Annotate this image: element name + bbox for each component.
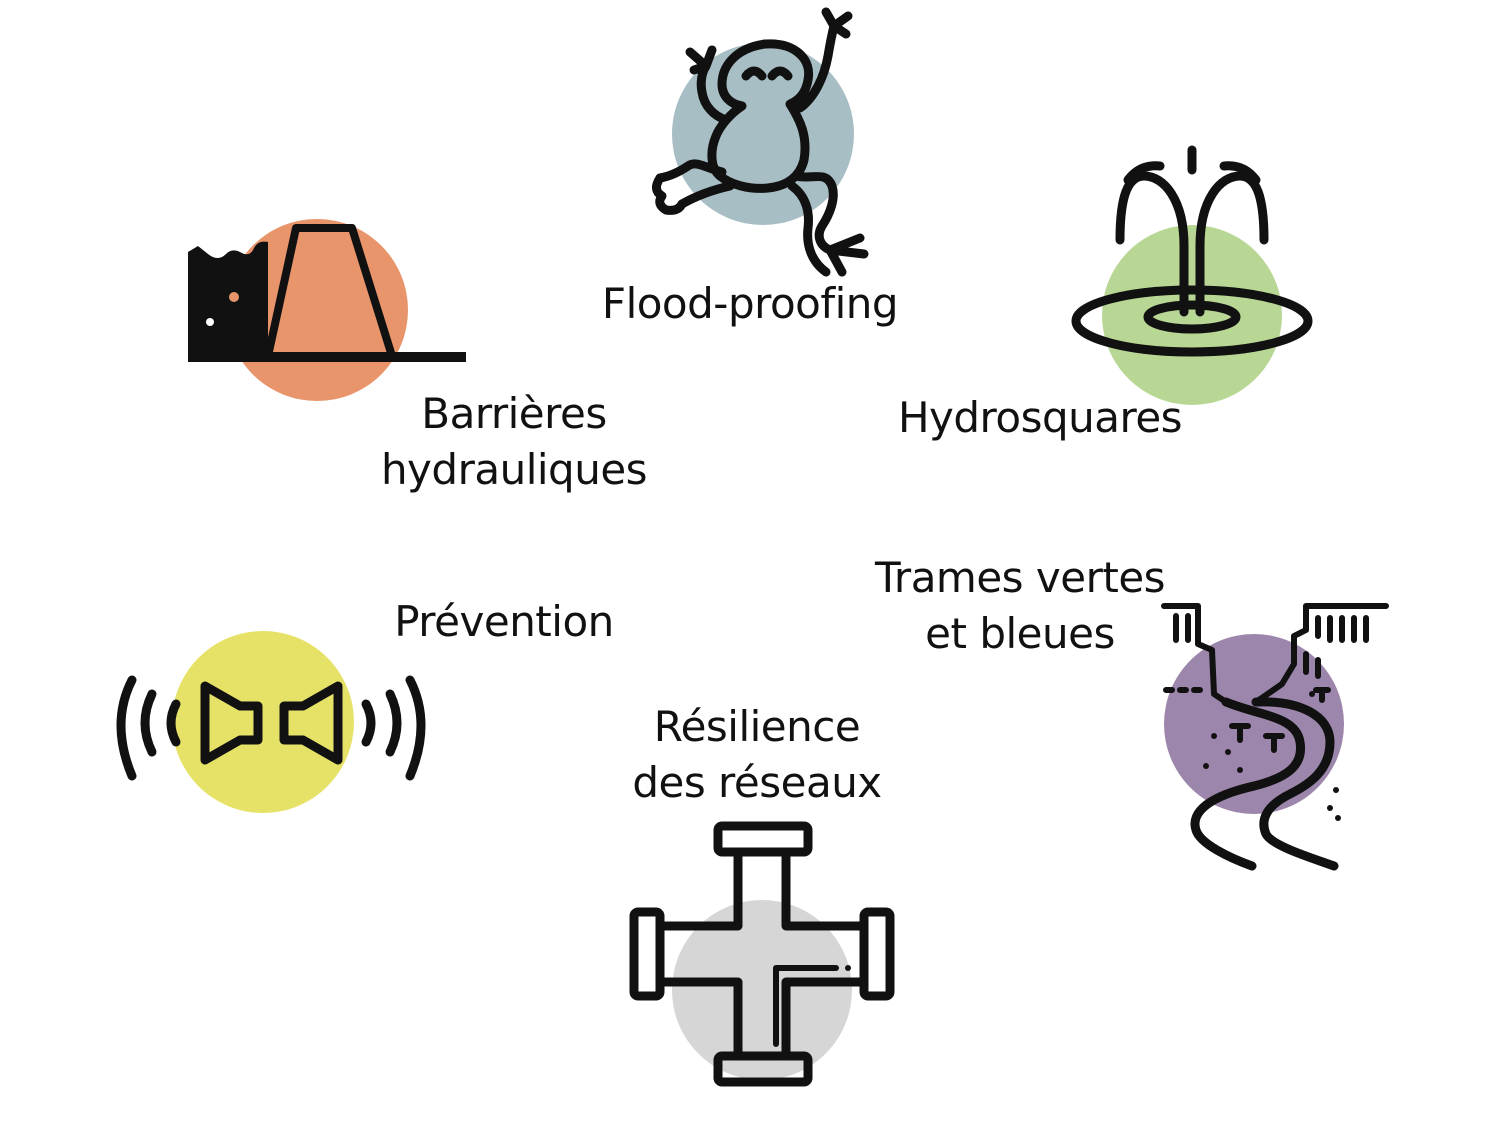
resilience-line-1: Résilience — [653, 702, 861, 751]
hydrosquares-label: Hydrosquares — [880, 390, 1200, 446]
prevention-label: Prévention — [344, 594, 664, 650]
barrieres-line-2: hydrauliques — [380, 445, 648, 494]
resilience-line-2: des réseaux — [632, 758, 882, 807]
hydrosquares-line-1: Hydrosquares — [897, 393, 1183, 442]
pipe-cross-icon — [629, 821, 895, 1087]
trames-line-1: Trames vertes — [874, 553, 1166, 602]
alarm-sirens-icon — [116, 631, 426, 813]
flood-proofing-label: Flood-proofing — [590, 276, 910, 332]
resilience-label: Résilience des réseaux — [597, 699, 917, 811]
levee-icon — [188, 219, 466, 401]
flood-proofing-line-1: Flood-proofing — [601, 279, 899, 328]
frog-icon — [652, 7, 869, 277]
prevention-line-1: Prévention — [394, 597, 614, 646]
river-valley-icon — [1161, 603, 1389, 871]
fountain-icon — [1071, 145, 1313, 405]
barrieres-line-1: Barrières — [421, 389, 607, 438]
trames-label: Trames vertes et bleues — [860, 550, 1180, 662]
trames-line-2: et bleues — [925, 609, 1115, 658]
barrieres-label: Barrières hydrauliques — [354, 386, 674, 498]
